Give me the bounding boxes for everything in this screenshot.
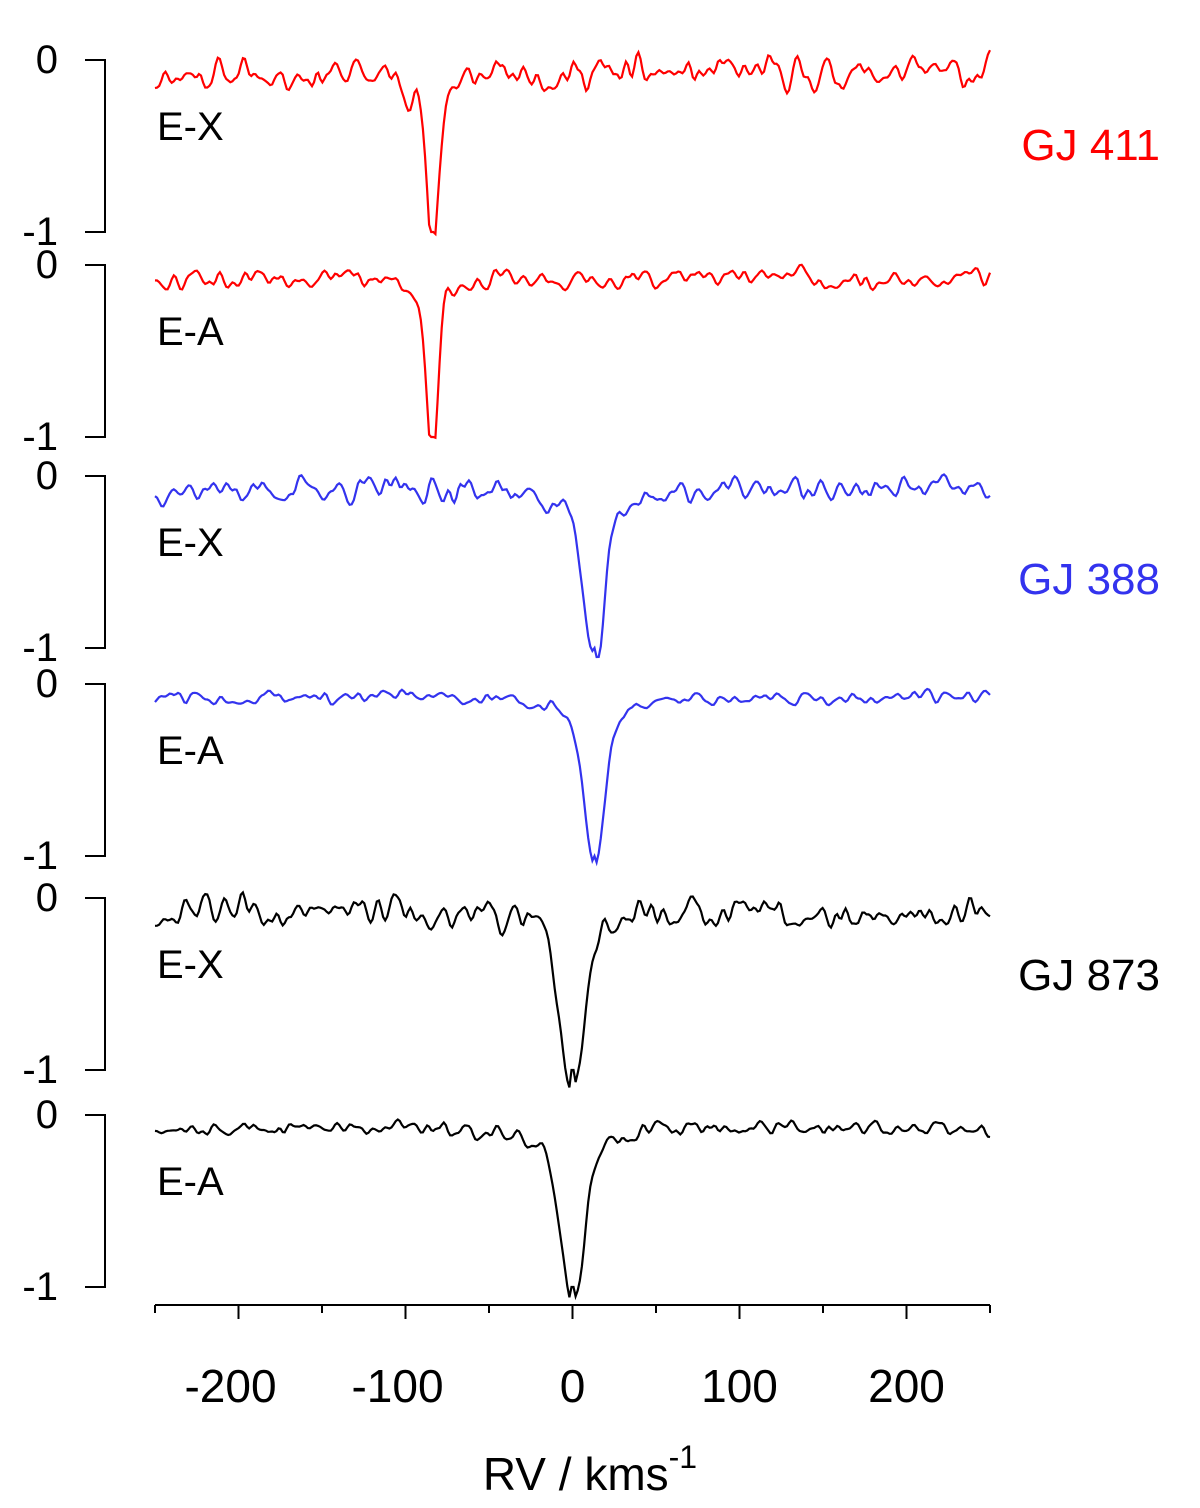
- y-tick-label: -1: [22, 626, 58, 670]
- y-tick-label: 0: [36, 662, 58, 706]
- series-line: [154, 263, 992, 440]
- y-tick-label: -1: [22, 834, 58, 878]
- y-tick-label: -1: [22, 1265, 58, 1309]
- panel: 0 -1 E-A: [22, 662, 991, 878]
- panel-label: E-A: [157, 310, 224, 354]
- y-axis-bracket: [85, 475, 106, 649]
- star-label: GJ 873: [1018, 951, 1160, 1000]
- star-label: GJ 388: [1018, 555, 1160, 604]
- panel: 0 -1 E-A: [22, 1093, 991, 1309]
- x-tick-label: 100: [701, 1360, 778, 1412]
- series-line: [154, 473, 991, 659]
- x-tick-label: -200: [184, 1360, 276, 1412]
- series-line: [154, 49, 991, 237]
- y-tick-label: 0: [36, 243, 58, 287]
- panel: 0 -1 E-A: [22, 243, 992, 459]
- x-tick-label: 0: [560, 1360, 586, 1412]
- y-tick-label: 0: [36, 454, 58, 498]
- x-tick-label: -100: [351, 1360, 443, 1412]
- y-tick-label: -1: [22, 415, 58, 459]
- panel-label: E-X: [157, 521, 224, 565]
- series-line: [154, 687, 991, 867]
- panel: 0 -1 E-X: [22, 38, 991, 254]
- y-axis-bracket: [85, 683, 106, 857]
- panels-layer: 0-1E-X0-1E-A0-1E-X0-1E-A0-1E-X0-1E-A: [22, 38, 992, 1309]
- x-axis-title: RV / kms-1: [483, 1439, 697, 1500]
- x-axis-title-text: RV / kms: [483, 1448, 669, 1500]
- panel-label: E-X: [157, 943, 224, 987]
- y-axis-bracket: [85, 1114, 106, 1288]
- y-tick-label: -1: [22, 1048, 58, 1092]
- panel-label: E-X: [157, 105, 224, 149]
- panel-label: E-A: [157, 1160, 224, 1204]
- series-line: [154, 1118, 991, 1301]
- y-axis-bracket: [85, 897, 106, 1071]
- y-axis-bracket: [85, 264, 106, 438]
- x-tick-label: 200: [868, 1360, 945, 1412]
- y-tick-label: 0: [36, 38, 58, 82]
- panel: 0 -1 E-X: [22, 876, 991, 1092]
- star-labels-layer: GJ 411 GJ 388 GJ 873: [1018, 121, 1160, 1000]
- panel-label: E-A: [157, 729, 224, 773]
- y-axis-bracket: [85, 59, 106, 233]
- star-label: GJ 411: [1021, 121, 1160, 170]
- x-axis: -200 -100 0 100 200: [154, 1304, 991, 1412]
- y-tick-label: 0: [36, 876, 58, 920]
- y-tick-label: -1: [22, 210, 58, 254]
- y-tick-label: 0: [36, 1093, 58, 1137]
- series-line: [154, 890, 991, 1088]
- panel: 0 -1 E-X: [22, 454, 991, 670]
- x-axis-title-superscript: -1: [669, 1439, 697, 1475]
